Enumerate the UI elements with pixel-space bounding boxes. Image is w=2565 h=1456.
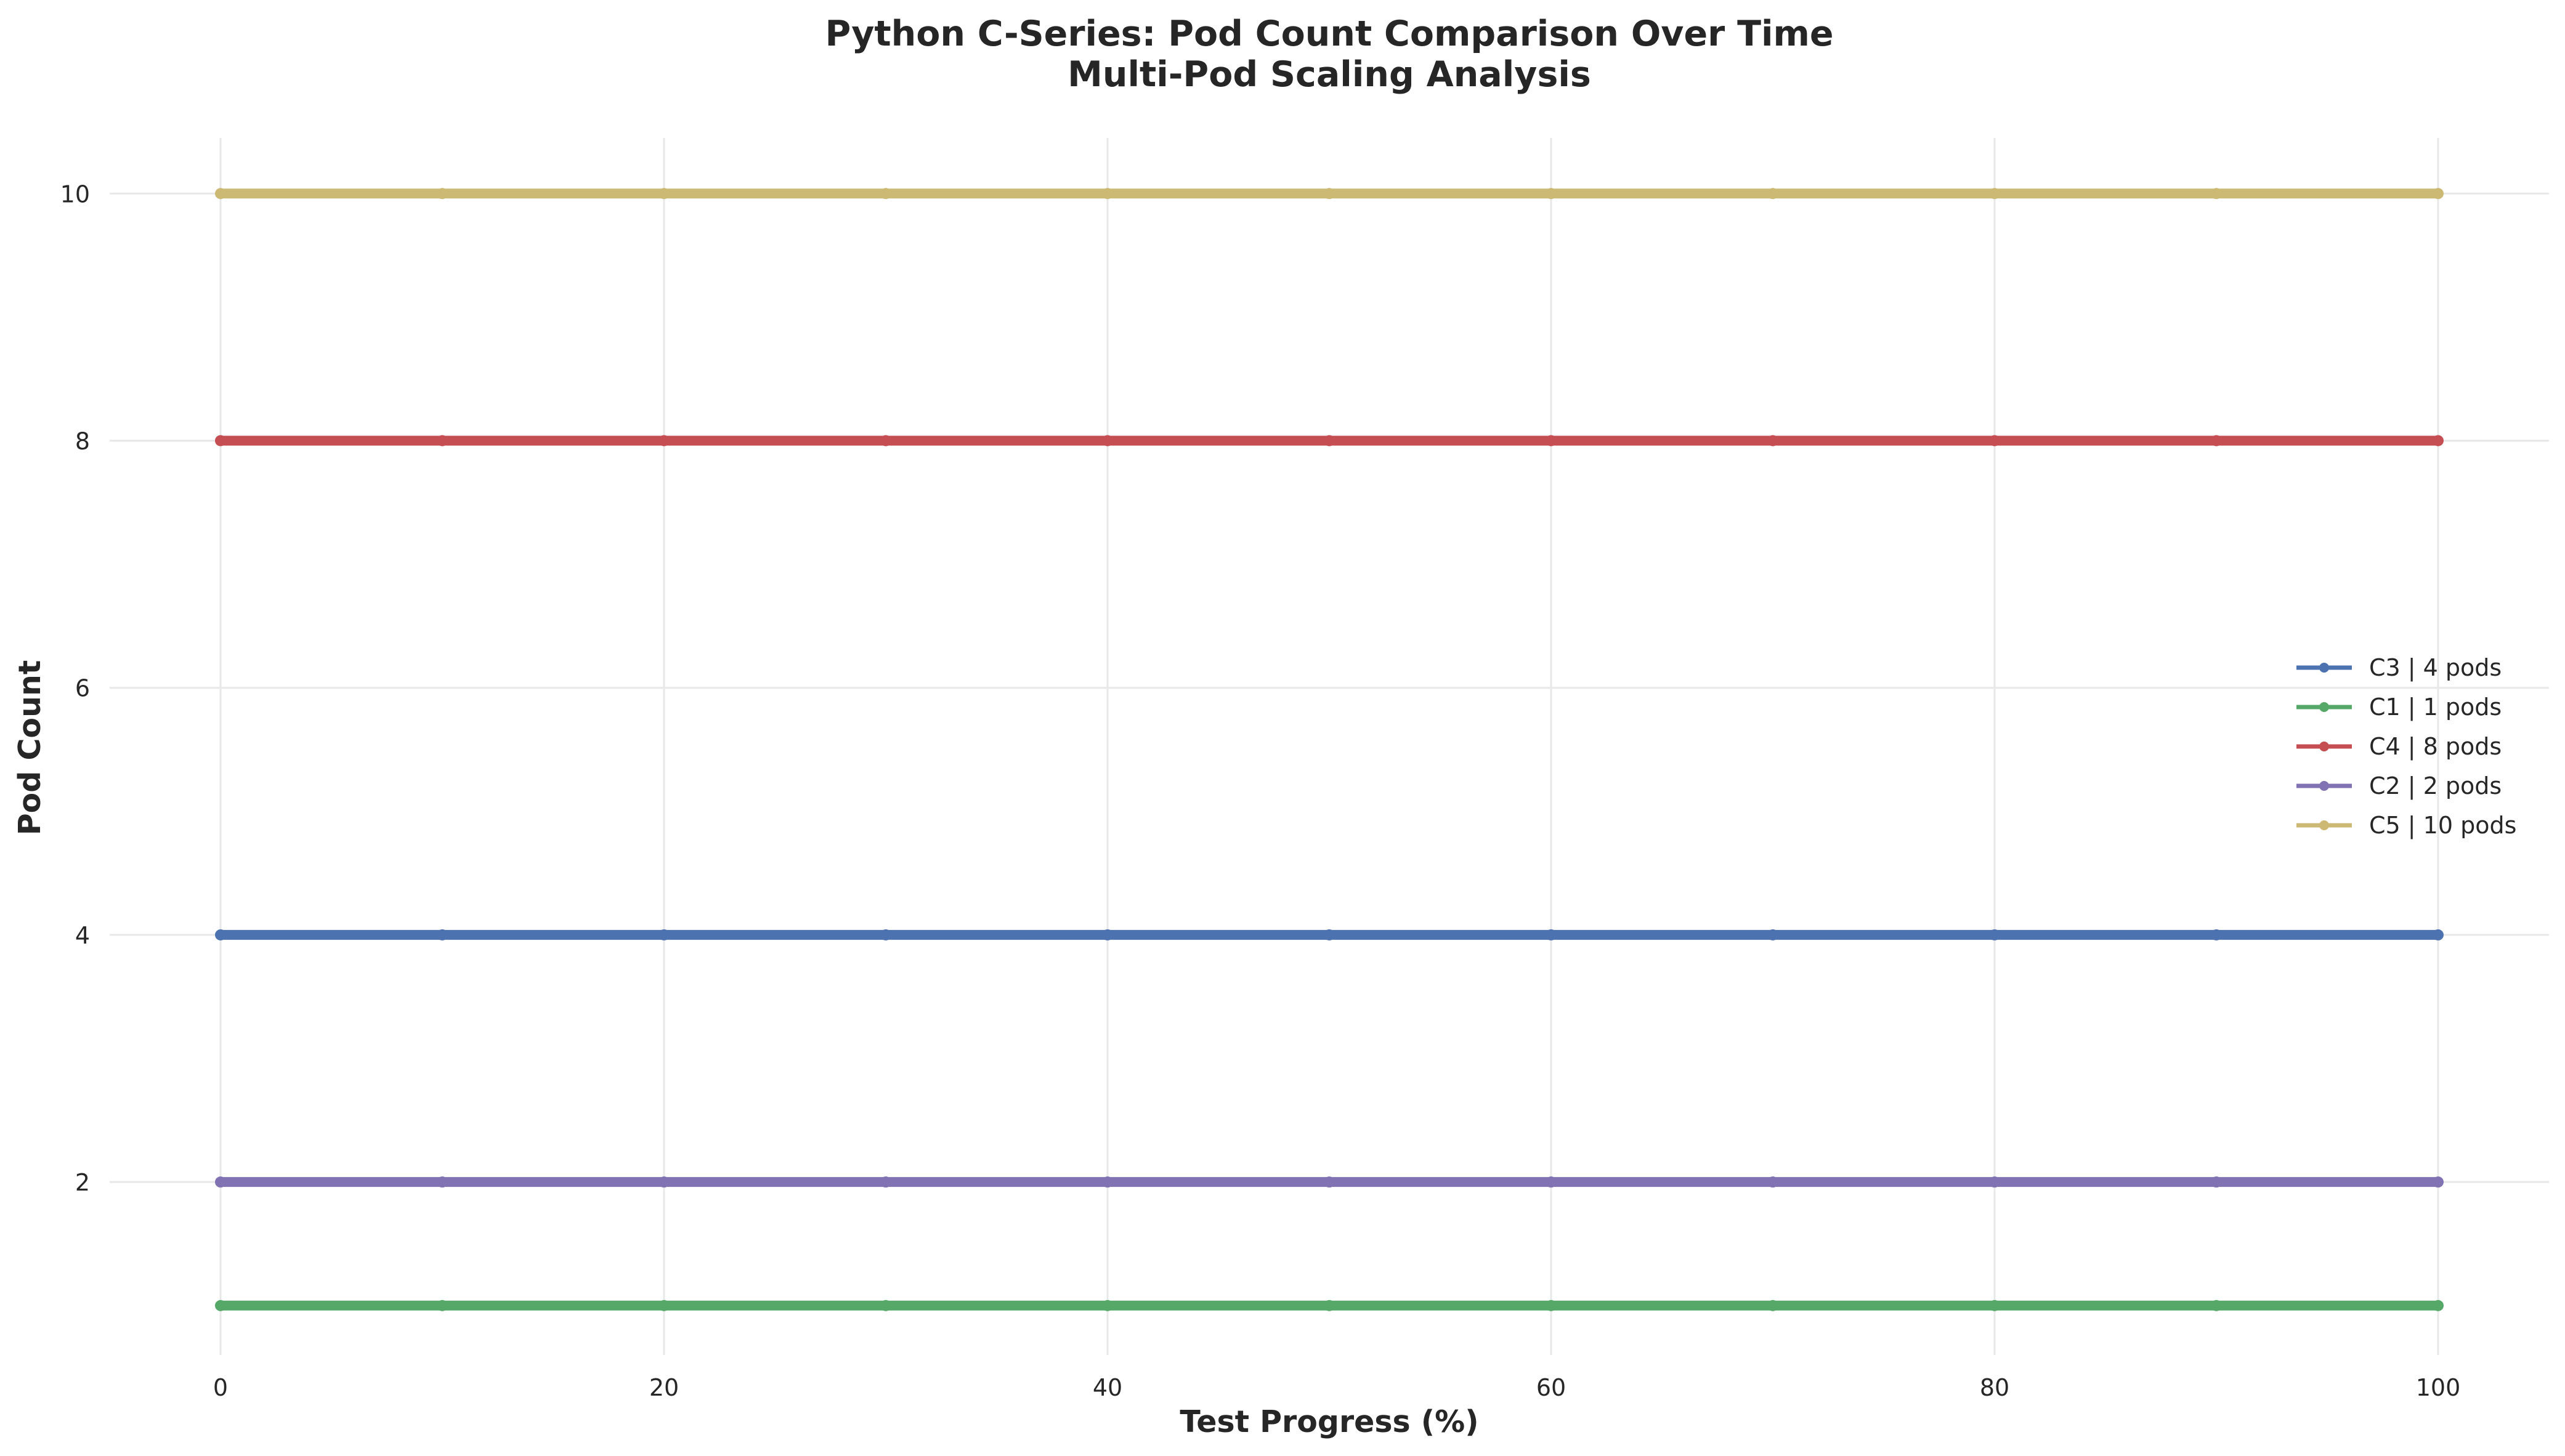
data-point: [1767, 1176, 1778, 1188]
legend-label: C5 | 10 pods: [2369, 812, 2516, 839]
data-point: [215, 435, 226, 447]
data-point: [437, 1176, 448, 1188]
data-point: [1989, 1300, 2000, 1311]
data-point: [2433, 929, 2444, 940]
legend-label: C2 | 2 pods: [2369, 772, 2502, 800]
legend-swatch-marker: [2319, 820, 2329, 830]
data-point: [215, 1300, 226, 1311]
data-point: [437, 1300, 448, 1311]
data-point: [880, 1300, 891, 1311]
data-point: [2211, 1176, 2222, 1188]
data-point: [1546, 1300, 1557, 1311]
data-point: [1324, 1176, 1335, 1188]
data-point: [1102, 1300, 1113, 1311]
series-0: [215, 929, 2444, 940]
data-point: [1546, 435, 1557, 447]
data-point: [1546, 188, 1557, 200]
data-point: [2211, 1300, 2222, 1311]
series-2: [215, 435, 2444, 447]
y-tick-label: 6: [75, 675, 90, 702]
legend-item: C4 | 8 pods: [2296, 733, 2502, 761]
x-tick-label: 80: [1980, 1374, 2009, 1401]
series-3: [215, 1176, 2444, 1188]
legend-item: C5 | 10 pods: [2296, 812, 2516, 839]
data-point: [215, 929, 226, 940]
legend: C3 | 4 pods C1 | 1 pods C4 | 8 pods C2 | 2 …: [2296, 654, 2516, 839]
data-point: [2433, 188, 2444, 200]
data-point: [1989, 435, 2000, 447]
y-tick-label: 2: [75, 1169, 90, 1196]
axis-ticks: 0 20 40 60 80 100 2 4 6 8 10: [60, 180, 2461, 1401]
legend-swatch-marker: [2319, 663, 2329, 673]
chart-subtitle: Multi-Pod Scaling Analysis: [1068, 54, 1591, 95]
data-point: [2433, 1300, 2444, 1311]
data-point: [1324, 188, 1335, 200]
data-point: [658, 1176, 670, 1188]
chart-title: Python C-Series: Pod Count Comparison Ov…: [825, 14, 1833, 54]
data-point: [880, 1176, 891, 1188]
legend-label: C1 | 1 pods: [2369, 694, 2502, 721]
data-point: [1767, 435, 1778, 447]
data-point: [658, 1300, 670, 1311]
legend-item: C1 | 1 pods: [2296, 694, 2502, 721]
data-point: [437, 188, 448, 200]
data-point: [1546, 929, 1557, 940]
data-point: [1324, 929, 1335, 940]
y-tick-label: 8: [75, 427, 90, 455]
data-point: [1989, 1176, 2000, 1188]
x-tick-label: 40: [1093, 1374, 1122, 1401]
data-point: [437, 435, 448, 447]
data-point: [2211, 435, 2222, 447]
data-point: [2211, 188, 2222, 200]
legend-item: C3 | 4 pods: [2296, 654, 2502, 682]
data-point: [880, 929, 891, 940]
data-point: [437, 929, 448, 940]
x-axis-label: Test Progress (%): [1180, 1404, 1478, 1439]
data-point: [1989, 188, 2000, 200]
y-axis-label: Pod Count: [12, 660, 47, 836]
data-point: [1102, 929, 1113, 940]
x-tick-label: 0: [213, 1374, 228, 1401]
data-point: [1767, 929, 1778, 940]
data-point: [658, 188, 670, 200]
data-point: [1767, 188, 1778, 200]
series-4: [215, 188, 2444, 200]
data-point: [658, 435, 670, 447]
data-point: [215, 188, 226, 200]
data-point: [880, 188, 891, 200]
legend-item: C2 | 2 pods: [2296, 772, 2502, 800]
data-point: [1102, 188, 1113, 200]
x-tick-label: 60: [1536, 1374, 1566, 1401]
data-point: [1324, 1300, 1335, 1311]
y-tick-label: 4: [75, 922, 90, 949]
x-tick-label: 100: [2416, 1374, 2461, 1401]
legend-label: C3 | 4 pods: [2369, 654, 2502, 682]
x-tick-label: 20: [649, 1374, 679, 1401]
data-point: [2433, 1176, 2444, 1188]
legend-swatch-marker: [2319, 742, 2329, 751]
data-point: [215, 1176, 226, 1188]
data-point: [1989, 929, 2000, 940]
data-point: [2433, 435, 2444, 447]
data-point: [1546, 1176, 1557, 1188]
series-lines: [215, 188, 2444, 1311]
data-point: [1102, 435, 1113, 447]
data-point: [2211, 929, 2222, 940]
legend-swatch-marker: [2319, 781, 2329, 791]
data-point: [1102, 1176, 1113, 1188]
data-point: [1767, 1300, 1778, 1311]
legend-swatch-marker: [2319, 702, 2329, 712]
data-point: [1324, 435, 1335, 447]
legend-label: C4 | 8 pods: [2369, 733, 2502, 761]
y-tick-label: 10: [60, 180, 90, 208]
data-point: [658, 929, 670, 940]
data-point: [880, 435, 891, 447]
series-1: [215, 1300, 2444, 1311]
